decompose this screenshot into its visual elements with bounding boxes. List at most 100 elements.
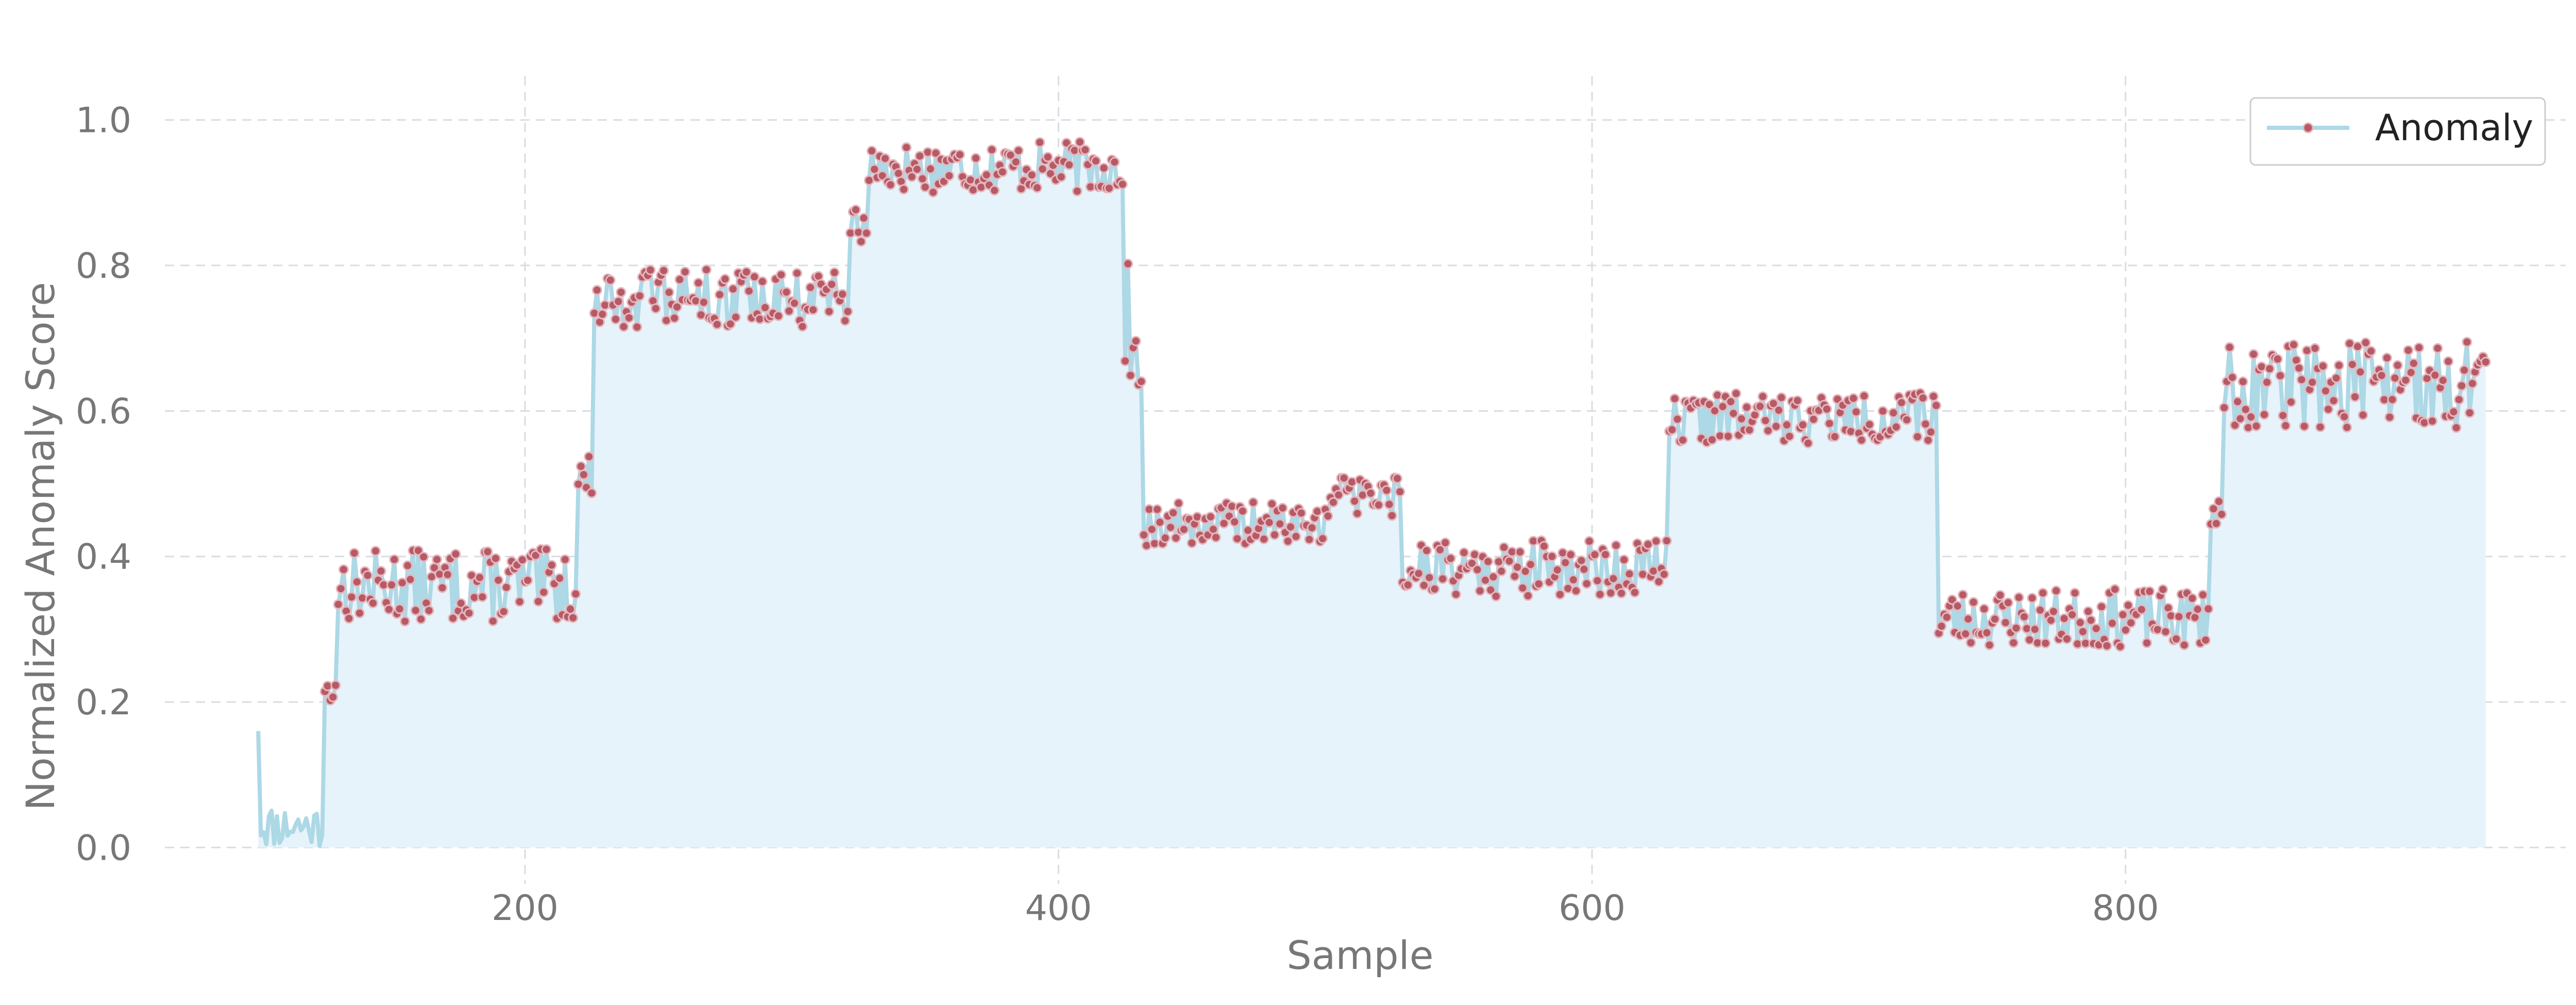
data-point	[1429, 583, 1440, 594]
data-point	[1282, 536, 1293, 546]
data-point	[2360, 337, 2371, 348]
data-point	[2197, 590, 2208, 600]
data-point	[826, 279, 837, 290]
data-point	[448, 613, 459, 624]
data-point	[565, 604, 575, 614]
data-point	[616, 287, 626, 297]
data-point	[2171, 633, 2181, 644]
data-point	[1744, 425, 1755, 435]
data-point	[632, 322, 642, 332]
data-point	[1565, 549, 1576, 560]
data-point	[1232, 533, 1243, 544]
data-point	[1760, 415, 1771, 426]
data-point	[925, 163, 936, 174]
data-point	[701, 264, 712, 275]
data-point	[1912, 431, 1923, 442]
data-point	[1275, 518, 1285, 529]
data-point	[568, 612, 579, 623]
data-point	[1386, 510, 1397, 521]
data-point	[1533, 579, 1544, 589]
data-point	[1981, 627, 1992, 638]
data-point	[1704, 399, 1715, 410]
data-point	[1037, 163, 1048, 174]
data-point	[757, 276, 768, 287]
data-point	[1957, 590, 1968, 600]
data-point	[2464, 408, 2475, 418]
data-point	[743, 286, 754, 296]
data-point	[1229, 516, 1240, 527]
data-point	[808, 305, 819, 315]
data-point	[1984, 640, 1995, 650]
data-point	[858, 213, 869, 224]
data-point	[2414, 342, 2425, 353]
data-point	[1459, 547, 1469, 558]
data-point	[715, 289, 725, 300]
data-point	[333, 599, 344, 610]
data-point	[1979, 604, 1990, 614]
data-point	[674, 274, 685, 285]
data-point	[464, 608, 474, 618]
data-point	[2077, 626, 2088, 637]
data-point	[840, 315, 851, 326]
data-point	[1384, 499, 1395, 510]
data-point	[2310, 343, 2320, 354]
data-point	[2384, 412, 2395, 423]
data-point	[1440, 538, 1451, 548]
data-point	[2003, 597, 2013, 608]
data-point	[727, 283, 738, 294]
data-point	[1776, 392, 1787, 403]
data-point	[394, 604, 405, 614]
data-point	[2400, 375, 2411, 386]
data-point	[1437, 574, 1448, 584]
data-point	[1579, 564, 1589, 575]
data-point	[1171, 532, 1181, 543]
y-tick-label: 1.0	[76, 100, 131, 141]
data-point	[1123, 258, 1133, 269]
data-point	[346, 592, 357, 602]
data-point	[498, 606, 509, 617]
data-point	[330, 680, 341, 691]
legend: Anomaly	[2249, 97, 2546, 166]
data-point	[1859, 391, 1870, 401]
data-point	[2387, 394, 2398, 405]
data-point	[869, 164, 880, 175]
data-point	[2174, 611, 2184, 622]
data-point	[1931, 400, 1941, 411]
data-point	[613, 296, 624, 307]
data-point	[1269, 529, 1280, 540]
data-point	[906, 172, 917, 182]
y-tick-label: 0.4	[76, 537, 131, 578]
data-point	[1010, 157, 1021, 167]
data-point	[1264, 517, 1275, 528]
data-point	[490, 553, 501, 564]
data-point	[981, 170, 992, 180]
data-point	[2115, 641, 2126, 652]
data-point	[338, 564, 349, 575]
data-point	[2307, 377, 2318, 388]
data-point	[1571, 585, 1581, 596]
data-point	[2280, 420, 2291, 431]
data-point	[1821, 404, 1832, 414]
data-point	[1941, 612, 1952, 623]
data-point	[1499, 542, 1510, 553]
data-point	[899, 184, 909, 195]
data-point	[2480, 357, 2491, 367]
data-point	[1891, 422, 1902, 432]
data-point	[805, 282, 816, 293]
data-point	[1328, 497, 1338, 508]
data-point	[376, 566, 386, 577]
y-tick-label: 0.6	[76, 391, 131, 432]
data-point	[842, 306, 853, 317]
data-point	[1624, 568, 1635, 579]
data-point	[829, 267, 840, 278]
data-point	[2059, 613, 2070, 624]
data-point	[1307, 523, 1317, 533]
data-point	[335, 583, 346, 594]
data-point	[2192, 604, 2203, 615]
data-point	[1296, 508, 1307, 518]
data-point	[1925, 427, 1936, 438]
data-point	[1365, 488, 1376, 498]
data-point	[370, 546, 381, 557]
data-point	[1555, 589, 1565, 600]
data-point	[2264, 363, 2275, 374]
